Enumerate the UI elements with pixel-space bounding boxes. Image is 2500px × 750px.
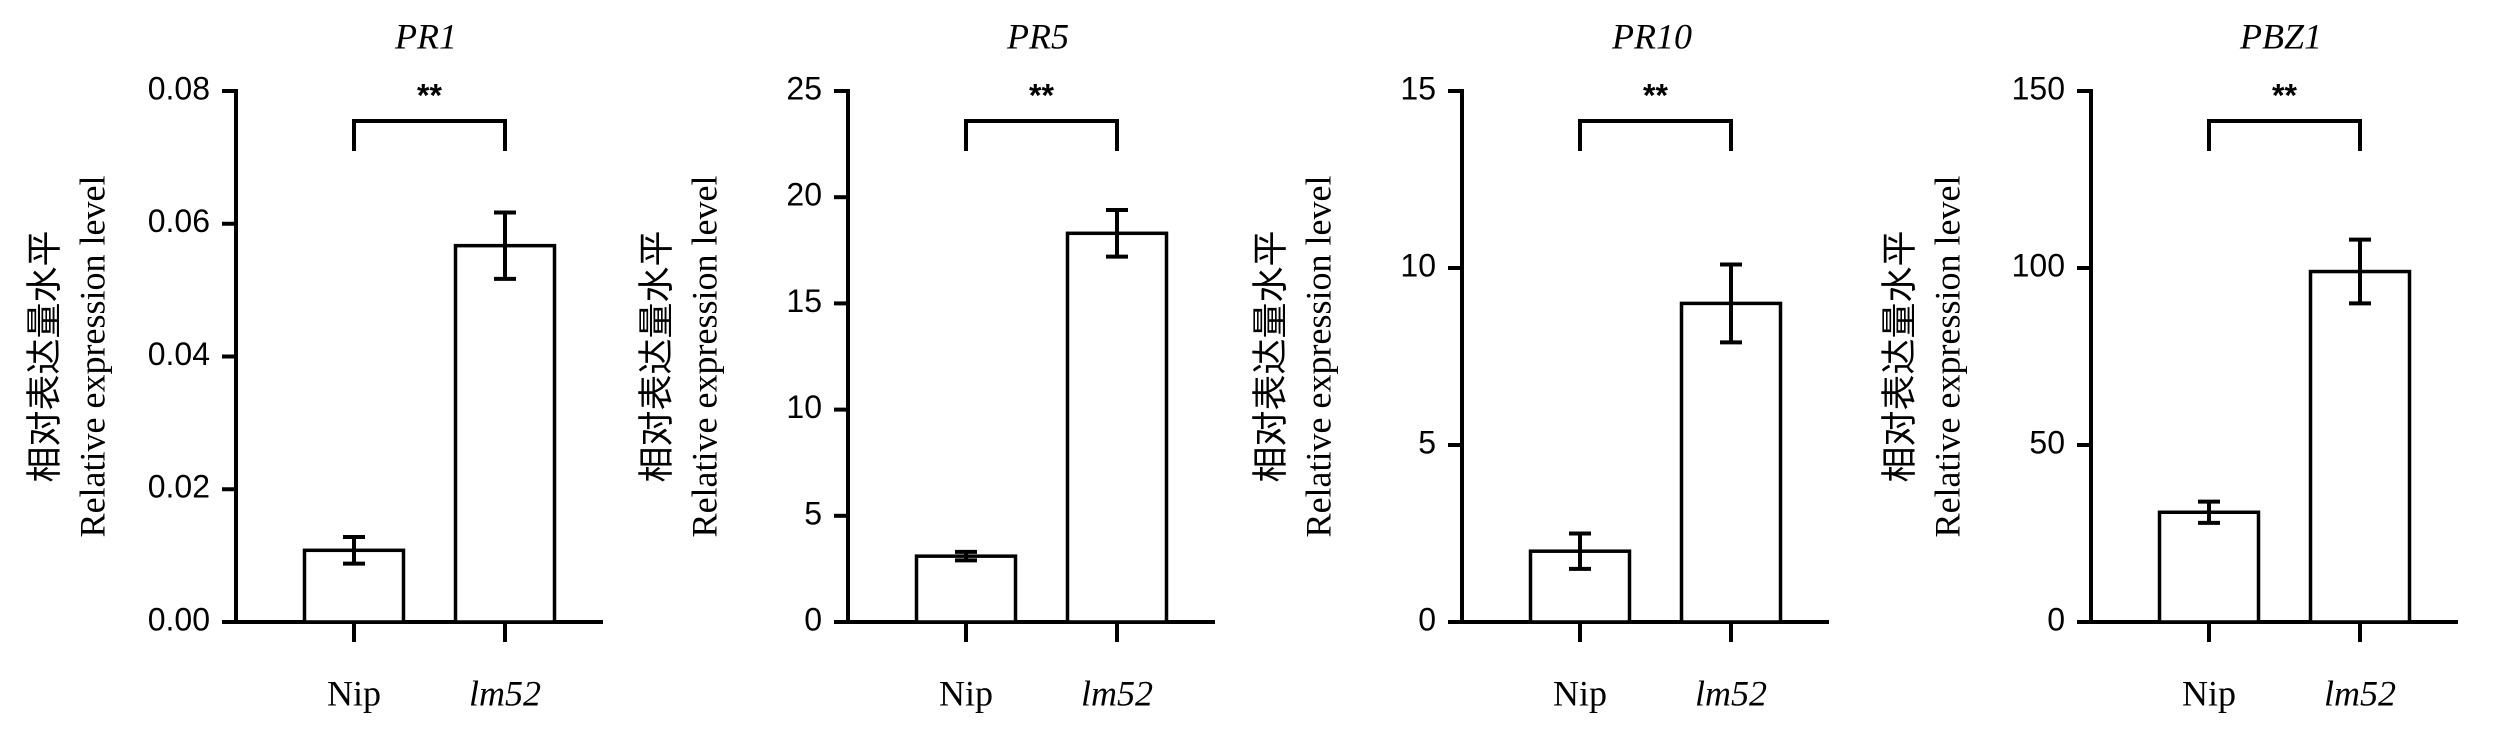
y-tick-label: 0.08 — [148, 70, 210, 106]
y-tick-label: 100 — [2012, 247, 2065, 283]
bar — [2157, 510, 2261, 624]
y-tick-label: 10 — [786, 389, 822, 425]
error-bar — [2198, 499, 2220, 525]
significance-label: ** — [2272, 77, 2297, 113]
y-tick-label: 0.04 — [148, 336, 210, 372]
y-tick-label: 5 — [1418, 424, 1436, 460]
y-axis-label: Relative expression level — [684, 176, 724, 538]
bar — [914, 554, 1018, 624]
y-tick-label: 50 — [2029, 424, 2065, 460]
y-axis-label: Relative expression level — [72, 176, 112, 538]
y-tick-label: 150 — [2012, 70, 2065, 106]
y-tick-label: 0 — [804, 601, 822, 637]
x-tick-label: Nip — [939, 673, 993, 713]
y-axis-label: 相对表达量水平 — [1879, 230, 1919, 482]
x-tick-label: lm52 — [1081, 673, 1153, 713]
y-axis-label: 相对表达量水平 — [24, 230, 64, 482]
y-axis-label: 相对表达量水平 — [636, 230, 676, 482]
significance-bracket — [964, 119, 1119, 151]
y-tick-label: 15 — [786, 283, 822, 319]
error-bar — [1720, 262, 1742, 345]
y-tick-label: 25 — [786, 70, 822, 106]
y-tick-label: 0 — [1418, 601, 1436, 637]
significance-bracket — [1578, 119, 1733, 151]
x-tick-label: Nip — [2182, 673, 2236, 713]
chart-title: PR10 — [1611, 16, 1692, 56]
chart-panel: PR10 相对表达量水平 Relative expression level 0 5 10… — [1250, 16, 1829, 713]
bar — [1065, 231, 1169, 624]
y-tick-label: 5 — [804, 495, 822, 531]
chart-panel: PBZ1 相对表达量水平 Relative expression level 0 50 1… — [1879, 16, 2458, 713]
y-tick-label: 0 — [2047, 601, 2065, 637]
error-bar — [343, 535, 365, 566]
chart-panel: PR1 相对表达量水平 Relative expression level 0.00 0… — [24, 16, 603, 713]
y-tick-label: 15 — [1400, 70, 1436, 106]
significance-bracket — [2207, 119, 2362, 151]
error-bar — [1106, 207, 1128, 259]
x-tick-label: Nip — [327, 673, 381, 713]
y-axis-label: 相对表达量水平 — [1250, 230, 1290, 482]
error-bar — [2349, 237, 2371, 306]
error-bar — [955, 549, 977, 563]
chart-title: PBZ1 — [2239, 16, 2322, 56]
y-tick-label: 10 — [1400, 247, 1436, 283]
chart-title: PR1 — [394, 16, 457, 56]
error-bar — [1569, 531, 1591, 571]
x-tick-label: lm52 — [2324, 673, 2396, 713]
y-axis-label: Relative expression level — [1298, 176, 1338, 538]
x-tick-label: lm52 — [469, 673, 541, 713]
significance-label: ** — [1029, 77, 1054, 113]
chart-panel: PR5 相对表达量水平 Relative expression level 0 5 10 1… — [636, 16, 1215, 713]
x-tick-label: Nip — [1553, 673, 1607, 713]
bar — [453, 243, 557, 624]
y-tick-label: 20 — [786, 177, 822, 213]
x-tick-label: lm52 — [1695, 673, 1767, 713]
y-tick-label: 0.02 — [148, 469, 210, 505]
y-axis-label: Relative expression level — [1927, 176, 1967, 538]
y-tick-label: 0.06 — [148, 203, 210, 239]
significance-label: ** — [1643, 77, 1668, 113]
bar — [2308, 269, 2412, 624]
bar — [1679, 301, 1783, 624]
significance-label: ** — [417, 77, 442, 113]
significance-bracket — [352, 119, 507, 151]
y-tick-label: 0.00 — [148, 601, 210, 637]
error-bar — [494, 210, 516, 281]
chart-title: PR5 — [1006, 16, 1069, 56]
